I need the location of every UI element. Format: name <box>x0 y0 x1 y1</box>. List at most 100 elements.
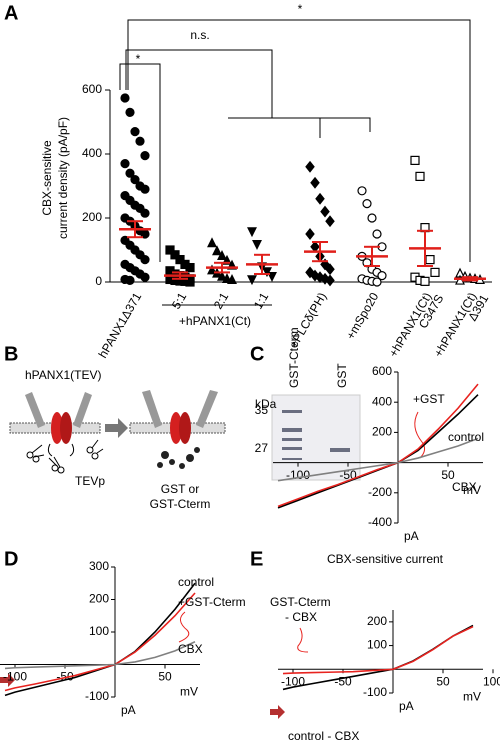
dot <box>130 127 140 137</box>
annotation: +GST <box>413 392 445 406</box>
y-tick-label: 100 <box>367 638 387 652</box>
dot <box>130 175 140 185</box>
scissors <box>26 439 104 474</box>
x-tick-label: 2:1 <box>211 290 232 312</box>
dot <box>252 240 262 250</box>
iv-curve <box>4 582 196 697</box>
chart-title: CBX-sensitive current <box>327 552 444 566</box>
panel-letter: C <box>250 343 264 365</box>
dot <box>262 267 272 278</box>
gel-bands <box>282 410 350 460</box>
pipette <box>142 390 162 428</box>
arrow <box>105 418 128 438</box>
dot <box>125 107 135 118</box>
dot <box>207 237 217 248</box>
dot <box>185 277 195 287</box>
dot <box>305 160 315 173</box>
dot <box>125 275 135 285</box>
channel <box>179 412 191 444</box>
y-tick-label: 600 <box>372 364 392 378</box>
panel-letter: B <box>4 343 18 365</box>
dot <box>372 229 382 239</box>
bracket <box>125 49 273 118</box>
lane-label: GST-Cterm <box>287 327 301 388</box>
dot <box>170 250 180 260</box>
gel <box>271 394 361 481</box>
annotation: CBX <box>178 642 203 656</box>
dot <box>325 215 335 228</box>
iv-curve <box>4 592 196 692</box>
y-axis-label: pA <box>404 529 419 543</box>
dot <box>135 136 145 146</box>
y-tick-label: 300 <box>89 559 109 573</box>
x-tick-label: 50 <box>158 670 172 684</box>
group-label: +hPANX1(Ct) <box>179 314 251 328</box>
dot <box>320 205 330 218</box>
gel-marker: 35 <box>255 403 269 417</box>
dot <box>420 276 430 286</box>
x-tick-label: 100 <box>483 674 500 688</box>
dot <box>325 263 335 276</box>
x-tick-label: 50 <box>441 468 455 482</box>
channel <box>170 412 182 444</box>
y-tick-label: 200 <box>82 210 102 224</box>
dot <box>185 263 195 273</box>
y-axis-label: current density (pA/pF) <box>56 117 70 239</box>
dot <box>357 186 367 196</box>
protease-label: TEVp <box>75 474 105 488</box>
leader <box>414 411 426 459</box>
fragments <box>157 447 200 469</box>
dot <box>140 184 150 194</box>
dot <box>217 250 227 260</box>
dot <box>377 271 387 281</box>
added-label: GST or <box>161 482 199 496</box>
y-tick-label: 400 <box>82 146 102 160</box>
channel <box>51 412 63 444</box>
dot <box>125 168 135 178</box>
leader <box>297 627 309 653</box>
annotation: control <box>448 430 484 444</box>
y-tick-label: -100 <box>363 685 387 699</box>
panel-letter: E <box>250 548 263 570</box>
x-tick-label: -100 <box>281 674 305 688</box>
c-term <box>47 443 75 457</box>
y-tick-label: -100 <box>85 689 109 703</box>
y-axis-label: CBX-sensitive <box>40 140 54 216</box>
y-tick-label: 200 <box>372 425 392 439</box>
dot <box>175 255 185 265</box>
bracket <box>228 117 371 138</box>
dot <box>165 245 175 255</box>
annotation: control - CBX <box>288 729 359 743</box>
dot <box>140 208 150 218</box>
pipette <box>196 390 218 428</box>
x-tick-label: +PLCδ(PH) <box>286 290 329 350</box>
dot <box>372 277 382 287</box>
bracket <box>119 63 161 262</box>
dot <box>410 155 420 165</box>
significance: * <box>136 52 141 66</box>
panel-letter: A <box>4 2 18 24</box>
dot <box>247 275 257 286</box>
x-tick-label: 5:1 <box>169 290 190 312</box>
schematic: hPANX1(TEV) TEVp GST or GST-Cterm <box>9 368 226 511</box>
iv-curve <box>277 383 479 508</box>
y-tick-label: -200 <box>368 485 392 499</box>
dot <box>430 267 440 277</box>
significance: * <box>298 2 303 16</box>
y-tick-label: 400 <box>372 394 392 408</box>
arrow <box>270 705 285 719</box>
annotation: - CBX <box>285 610 317 624</box>
y-tick-label: -400 <box>368 515 392 529</box>
dot <box>140 272 150 282</box>
x-tick-label: hPANX1Δ371 <box>96 290 145 361</box>
dot <box>367 213 377 223</box>
x-tick-label: +mSpo20 <box>343 290 381 342</box>
y-tick-label: 200 <box>89 592 109 606</box>
dot <box>305 228 315 240</box>
dot <box>425 255 435 265</box>
x-tick-label: -100 <box>3 670 27 684</box>
y-tick-label: 0 <box>95 274 102 288</box>
gel-marker: 27 <box>255 441 269 455</box>
dot <box>315 192 325 205</box>
